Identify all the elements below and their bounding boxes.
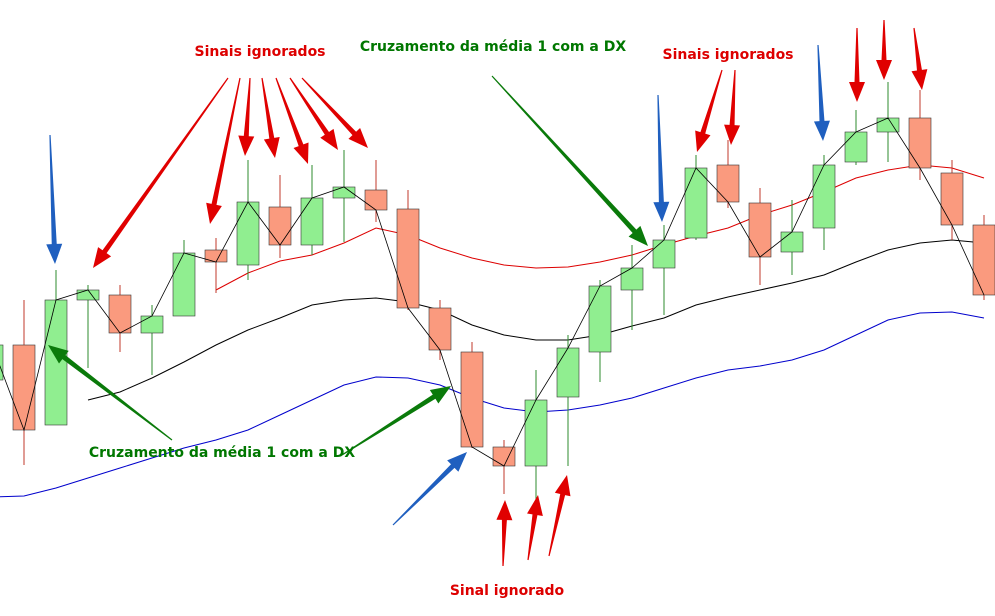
candle-body [268,206,292,246]
candle-body [12,344,36,431]
candle-body [556,347,580,398]
annotation-arrow [46,134,63,264]
candle-body [396,208,420,309]
annotation-arrow [392,452,467,526]
candle-body [44,299,68,426]
annotation-arrow [275,77,309,164]
annotation-arrow [206,77,241,224]
candle-body [236,201,260,266]
candle-body [300,197,324,246]
annotation-label: Cruzamento da média 1 com a DX [360,39,626,55]
candle-body [0,344,4,381]
annotation-arrow [849,28,865,102]
lines-layer [0,164,985,498]
annotation-arrow [491,75,648,246]
annotation-arrow [93,77,229,269]
candle-body [428,307,452,351]
labels-layer: Sinais ignorados Cruzamento da média 1 co… [89,39,794,599]
candle-body [940,172,964,226]
annotation-label: Sinal ignorado [450,583,565,599]
annotation-label: Cruzamento da média 1 com a DX [89,445,355,461]
candle-body [76,289,100,301]
candles-layer [0,82,995,500]
close-line [0,117,985,467]
candle-body [780,231,804,253]
moving-average-line [0,311,985,498]
candle-body [108,294,132,334]
candle-body [684,167,708,239]
annotation-arrow [724,69,741,145]
annotation-arrow [876,20,892,80]
candle-body [172,252,196,317]
candle-body [972,224,995,296]
candle-body [716,164,740,203]
moving-average-line [215,164,985,291]
candle-body [844,131,868,163]
candle-body [364,189,388,211]
candle-body [652,239,676,269]
annotation-arrow [653,94,670,222]
annotation-label: Sinais ignorados [662,47,793,63]
candle-body [588,285,612,353]
candle-body [140,315,164,334]
annotation-arrow [341,386,451,456]
candle-body [460,351,484,448]
candle-body [908,117,932,169]
annotation-arrow [911,27,928,90]
candle-body [812,164,836,229]
annotation-arrow [238,77,255,156]
annotation-arrow [527,495,543,561]
annotation-arrow [695,69,723,152]
annotation-arrow [548,475,571,557]
annotation-arrow [301,77,368,148]
annotation-arrow [289,77,338,150]
annotation-arrow [813,44,830,141]
candle-body [748,202,772,258]
annotation-arrow [261,77,280,158]
moving-average-line [87,239,985,401]
arrows-layer [46,20,928,567]
candle-body [620,267,644,291]
candle-body [524,399,548,467]
annotation-arrow [496,500,513,567]
annotation-arrow [48,345,173,441]
annotation-label: Sinais ignorados [194,44,325,60]
